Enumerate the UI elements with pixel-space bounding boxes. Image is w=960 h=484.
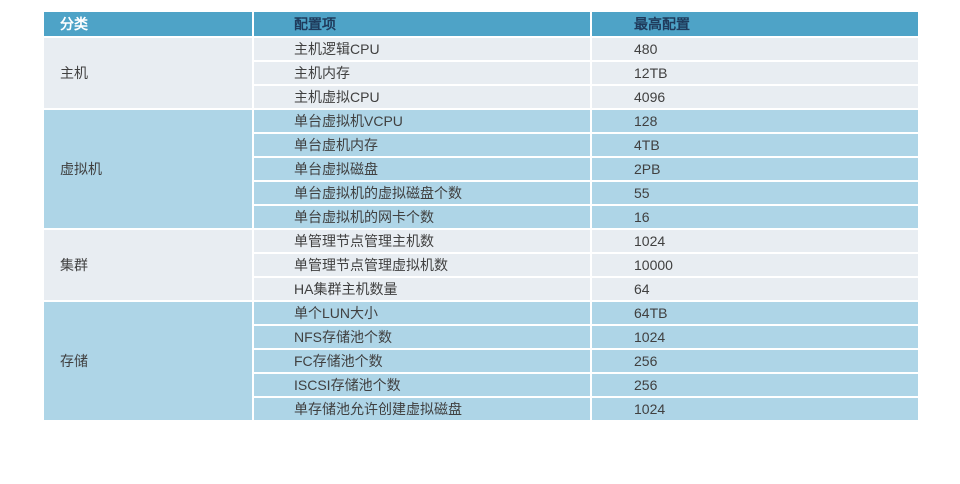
max-config-cell: 1024 — [590, 396, 920, 422]
config-item-cell: FC存储池个数 — [252, 348, 592, 374]
header-category: 分类 — [42, 10, 254, 38]
config-item-cell: 单台虚拟机VCPU — [252, 108, 592, 134]
max-config-cell: 10000 — [590, 252, 920, 278]
config-item-cell: 单管理节点管理主机数 — [252, 228, 592, 254]
table-row: HA集群主机数量 64 — [43, 276, 920, 302]
table-row: ISCSI存储池个数 256 — [43, 372, 920, 398]
config-item-cell: 单台虚拟机的虚拟磁盘个数 — [252, 180, 592, 206]
max-config-cell: 64TB — [590, 300, 920, 326]
spec-table: 分类 配置项 最高配置 主机 主机逻辑CPU 480 主机内存 12TB 主机虚拟CPU 4… — [42, 10, 920, 422]
config-item-cell: ISCSI存储池个数 — [252, 372, 592, 398]
table-row: 虚拟机 单台虚拟机VCPU 128 — [42, 108, 920, 230]
max-config-cell: 55 — [590, 180, 920, 206]
config-item-cell: 单台虚机内存 — [252, 132, 592, 158]
table-row: 主机 主机逻辑CPU 480 — [42, 36, 920, 110]
max-config-cell: 256 — [590, 372, 920, 398]
category-cell: 主机 — [42, 36, 254, 110]
table-row: 单台虚拟磁盘 2PB — [43, 156, 920, 182]
table-row: FC存储池个数 256 — [43, 348, 920, 374]
max-config-cell: 1024 — [590, 228, 920, 254]
category-cell: 集群 — [42, 228, 254, 302]
max-config-cell: 1024 — [590, 324, 920, 350]
table-body: 主机 主机逻辑CPU 480 主机内存 12TB 主机虚拟CPU 4096 虚拟机 单台虚拟机V… — [42, 36, 920, 422]
table-row: 单台虚拟机的网卡个数 16 — [43, 204, 920, 230]
config-item-cell: 主机内存 — [252, 60, 592, 86]
table-row: 主机内存 12TB — [43, 60, 920, 86]
max-config-cell: 64 — [590, 276, 920, 302]
header-max-config: 最高配置 — [590, 10, 920, 38]
max-config-cell: 128 — [590, 108, 920, 134]
table-row: 主机虚拟CPU 4096 — [43, 84, 920, 110]
header-config-item: 配置项 — [252, 10, 592, 38]
config-item-cell: 单台虚拟机的网卡个数 — [252, 204, 592, 230]
table-row: 单存储池允许创建虚拟磁盘 1024 — [43, 396, 920, 422]
table-row: 单台虚拟机的虚拟磁盘个数 55 — [43, 180, 920, 206]
config-item-cell: 单台虚拟磁盘 — [252, 156, 592, 182]
config-item-cell: 主机虚拟CPU — [252, 84, 592, 110]
config-item-cell: NFS存储池个数 — [252, 324, 592, 350]
max-config-cell: 2PB — [590, 156, 920, 182]
table-row: 集群 单管理节点管理主机数 1024 — [42, 228, 920, 302]
config-item-cell: 单存储池允许创建虚拟磁盘 — [252, 396, 592, 422]
max-config-cell: 256 — [590, 348, 920, 374]
max-config-cell: 4TB — [590, 132, 920, 158]
max-config-cell: 4096 — [590, 84, 920, 110]
config-item-cell: HA集群主机数量 — [252, 276, 592, 302]
table-row: 单台虚机内存 4TB — [43, 132, 920, 158]
max-config-cell: 480 — [590, 36, 920, 62]
table-header: 分类 配置项 最高配置 — [42, 10, 920, 38]
config-item-cell: 单个LUN大小 — [252, 300, 592, 326]
category-cell: 存储 — [42, 300, 254, 422]
table-row: NFS存储池个数 1024 — [43, 324, 920, 350]
category-cell: 虚拟机 — [42, 108, 254, 230]
table-row: 存储 单个LUN大小 64TB — [42, 300, 920, 422]
header-row: 分类 配置项 最高配置 — [42, 10, 920, 38]
table-row: 单管理节点管理虚拟机数 10000 — [43, 252, 920, 278]
max-config-cell: 16 — [590, 204, 920, 230]
config-item-cell: 主机逻辑CPU — [252, 36, 592, 62]
config-item-cell: 单管理节点管理虚拟机数 — [252, 252, 592, 278]
max-config-cell: 12TB — [590, 60, 920, 86]
